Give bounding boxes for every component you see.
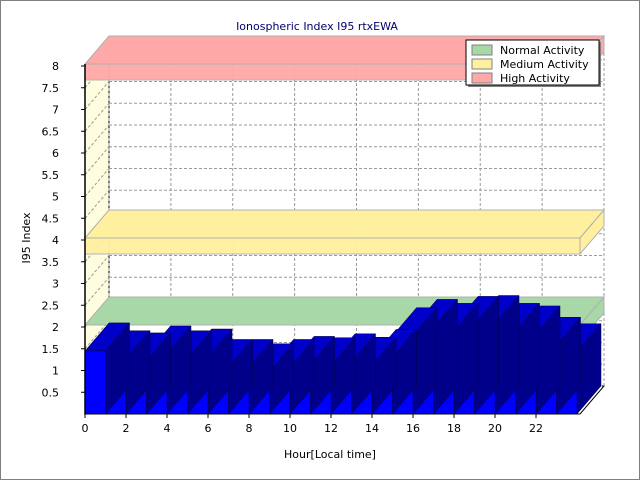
- y-tick-label: 2: [52, 321, 59, 334]
- y-axis-label: I95 Index: [20, 212, 33, 264]
- y-tick-label: 1.5: [42, 343, 60, 356]
- x-tick-label: 18: [447, 422, 461, 435]
- legend-swatch: [471, 72, 493, 84]
- y-tick-label: 3: [52, 278, 59, 291]
- y-tick-label: 0.5: [42, 386, 60, 399]
- band-front: [84, 237, 581, 255]
- h-gridline-side: [84, 81, 110, 110]
- y-tick-label: 5: [52, 191, 59, 204]
- h-gridline-side: [84, 276, 110, 306]
- y-tick-label: 1: [52, 365, 59, 378]
- x-tick-label: 12: [324, 422, 338, 435]
- y-tick-label: 3.5: [42, 256, 60, 269]
- legend-label: Medium Activity: [500, 58, 589, 71]
- x-tick-label: 10: [283, 422, 297, 435]
- y-tick-label: 5.5: [42, 169, 60, 182]
- legend-label: High Activity: [500, 72, 570, 85]
- x-axis-label: Hour[Local time]: [284, 448, 376, 461]
- h-gridline-side: [84, 168, 110, 197]
- y-tick-label: 4: [52, 234, 59, 247]
- y-tick-label: 7.5: [42, 82, 60, 95]
- x-tick-label: 8: [246, 422, 253, 435]
- x-tick-label: 0: [82, 422, 89, 435]
- bar-series: [84, 294, 602, 415]
- y-tick-label: 6.5: [42, 125, 60, 138]
- band-side: [579, 208, 605, 256]
- bar: [84, 350, 106, 415]
- h-gridline-side: [84, 189, 110, 219]
- y-tick-label: 2.5: [42, 299, 60, 312]
- y-tick-label: 7: [52, 104, 59, 117]
- h-gridline-side: [84, 102, 110, 132]
- legend-label: Normal Activity: [500, 44, 585, 57]
- axes: 0.5 1 1.5 2 2.5 3 3.5 4 4.5 5 5.5 6 6.5 7 7.5 8 0 2 4 6 8 10 1…: [42, 60, 580, 435]
- h-gridline-side: [84, 255, 110, 284]
- y-tick-label: 6: [52, 147, 59, 160]
- h-gridline-side: [84, 124, 110, 154]
- band-top: [83, 209, 606, 239]
- x-tick-label: 20: [488, 422, 502, 435]
- chart-title: Ionospheric Index I95 rtxEWA: [236, 20, 398, 33]
- y-tick-label: 8: [52, 60, 59, 73]
- y-tick-label: 4.5: [42, 212, 60, 225]
- x-tick-label: 22: [529, 422, 543, 435]
- h-gridline-side: [84, 146, 110, 176]
- x-tick-label: 6: [205, 422, 212, 435]
- x-tick-label: 14: [365, 422, 379, 435]
- x-tick-label: 2: [123, 422, 130, 435]
- legend-swatch: [471, 58, 493, 70]
- x-tick-label: 4: [164, 422, 171, 435]
- legend-swatch: [471, 44, 493, 56]
- x-tick-label: 16: [406, 422, 420, 435]
